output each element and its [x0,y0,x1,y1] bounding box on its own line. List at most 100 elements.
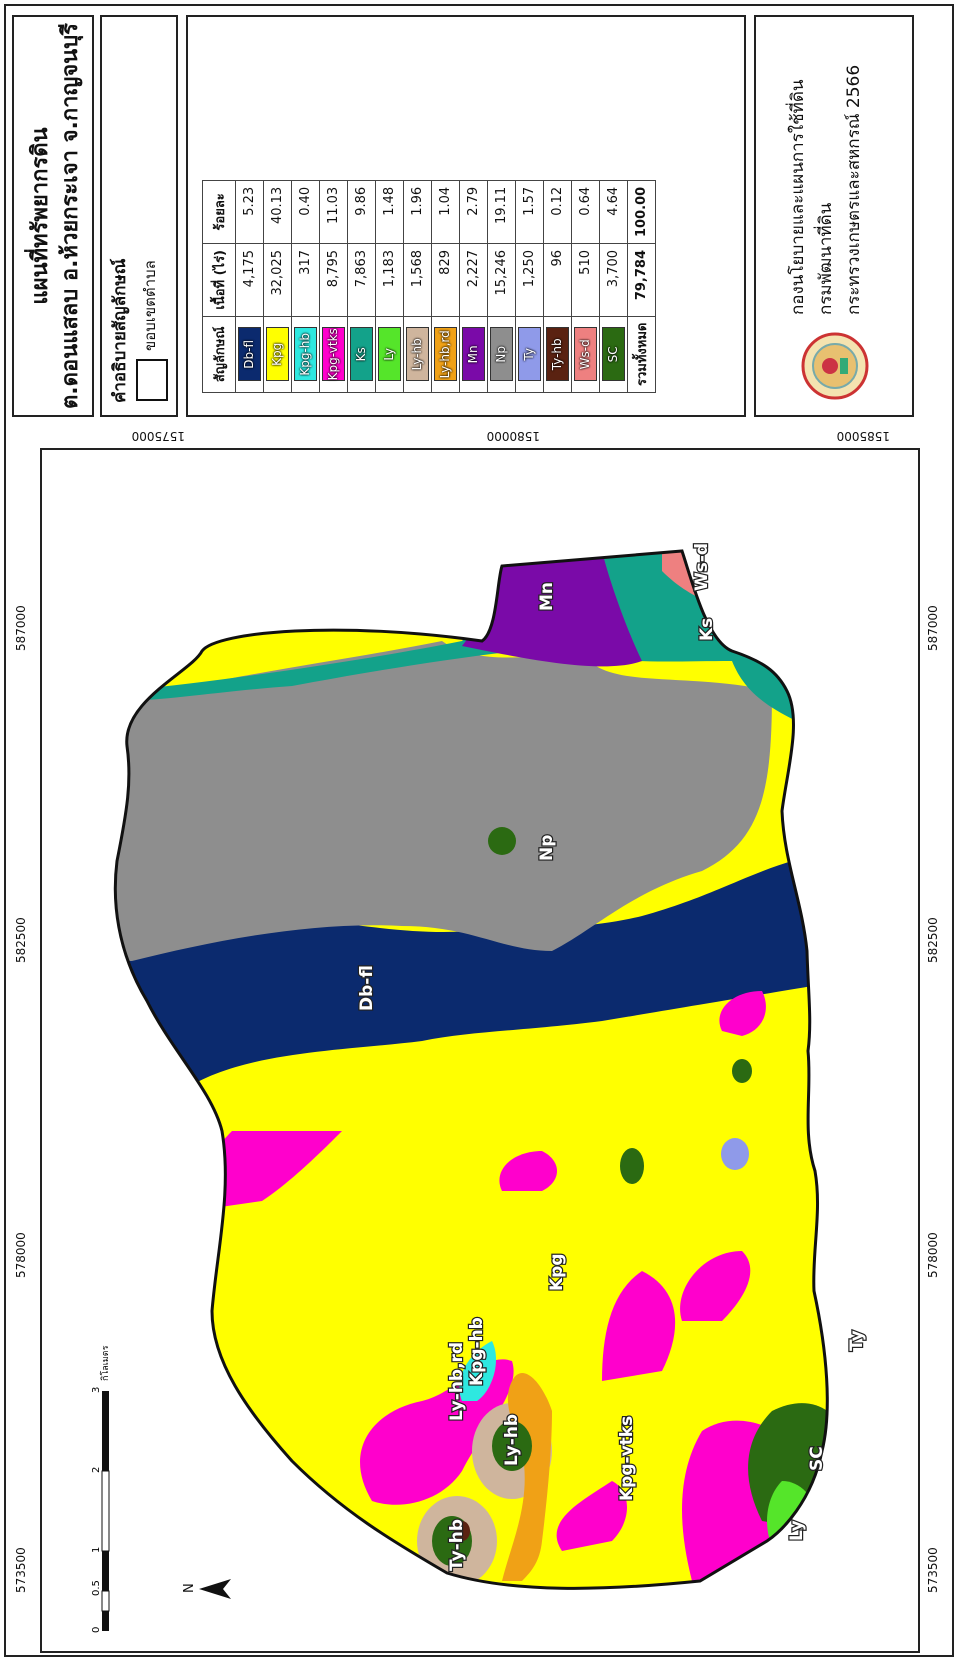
region-db-fl [115,851,828,1091]
coord-bottom-3: 582500 [926,917,940,963]
legend-symbol-cell: Np [487,316,516,393]
legend-swatch: Ly-hb,rd [434,327,457,382]
map-label-ws-d: Ws-d [692,543,712,591]
svg-text:กิโลเมตร: กิโลเมตร [100,1345,111,1381]
col-area: เนื้อที่ (ไร่) [202,243,236,317]
svg-text:1: 1 [91,1547,102,1553]
region-mn [462,551,642,667]
region-kpg-vtks-5 [602,1271,676,1381]
legend-swatch: Kpg-vtks [322,327,345,382]
legend-swatch: Np [490,327,513,382]
agency-seal-icon [801,332,869,400]
legend-row: Mn 2,227 2.79 [459,180,488,393]
legend-swatch: SC [602,327,625,382]
region-kpg-hb [459,1341,496,1401]
legend-area: 510 [571,243,600,317]
legend-row: Kpg 32,025 40.13 [263,180,292,393]
agency-line-2: กรมพัฒนาที่ดิน [816,202,836,315]
legend-area: 4,175 [235,243,264,317]
title-box: แผนที่ทรัพยากรดิน ต.ดอนแสลบ อ.ห้วยกระเจา… [12,15,94,417]
legend-symbol-cell: Mn [459,316,488,393]
legend-table: สัญลักษณ์ เนื้อที่ (ไร่) ร้อยละ Db-fl 4,1… [202,180,656,393]
coord-top-3: 582500 [14,917,28,963]
legend-swatch: Kpg [266,327,289,382]
coord-top-2: 578000 [14,1232,28,1278]
region-sc-7 [732,1059,752,1083]
map-label-ly-hb-rd: Ly-hb,rd [447,1342,467,1421]
legend-symbol-cell: Ly-hb [403,316,432,393]
svg-text:2: 2 [91,1467,102,1473]
map-label-ks: Ks [697,618,717,641]
legend-area: 1,250 [515,243,544,317]
legend-pct: 0.40 [291,180,320,244]
legend-area: 1,183 [375,243,404,317]
legend-symbol-cell: Kpg-vtks [319,316,348,393]
legend-area: 1,568 [403,243,432,317]
svg-text:3: 3 [91,1387,102,1393]
coord-side-3: 1575000 [131,429,185,443]
region-kpg-vtks-7 [499,1151,557,1191]
coord-side-1: 1585000 [836,429,890,443]
region-ty-small [721,1138,749,1170]
legend-symbol-cell: Ly [375,316,404,393]
legend-area: 7,863 [347,243,376,317]
legend-area: 96 [543,243,572,317]
region-kpg-vtks-3 [556,1481,627,1551]
legend-table-body: Db-fl 4,175 5.23 Kpg 32,025 40.13 Kpg-hb 317 0.4… [235,180,656,393]
col-pct: ร้อยละ [202,180,236,244]
boundary-label: ขอบเขตตำบล [141,260,159,351]
map-label-kpg-hb: Kpg-hb [467,1317,487,1386]
legend-box: คำอธิบายสัญลักษณ์ ขอบเขตตำบล [100,15,178,417]
agency-line-3: กระทรวงเกษตรและสหกรณ์ 2566 [844,64,864,315]
agency-box: กองนโยบายและแผนการใช้ที่ดิน กรมพัฒนาที่ด… [754,15,914,417]
legend-row: Kpg-vtks 8,795 11.03 [319,180,348,393]
legend-pct: 2.79 [459,180,488,244]
legend-swatch: Kpg-hb [294,327,317,382]
map-label-ty: Ty [847,1330,867,1351]
legend-swatch: Ly-hb [406,327,429,382]
legend-total-area: 79,784 [627,243,656,317]
region-sc-5 [488,827,516,855]
legend-pct: 0.64 [571,180,600,244]
legend-row: Ks 7,863 9.86 [347,180,376,393]
legend-row: Ly 1,183 1.48 [375,180,404,393]
legend-symbol-cell: Ly-hb,rd [431,316,460,393]
map-label-kpg: Kpg [547,1253,567,1291]
map-label-mn: Mn [537,582,557,611]
legend-total-row: รวมทั้งหมด 79,784 100.00 [627,180,656,393]
legend-area: 8,795 [319,243,348,317]
legend-swatch: Ly [378,327,401,382]
legend-area: 317 [291,243,320,317]
legend-symbol-cell: SC [599,316,628,393]
map-label-ly: Ly [787,1520,807,1541]
svg-text:N: N [182,1583,197,1593]
region-kpg-vtks-4 [192,1131,342,1211]
coord-bottom-4: 587000 [926,605,940,651]
region-sc-6 [620,1148,644,1184]
legend-pct: 4.64 [599,180,628,244]
legend-swatch: Db-fl [238,327,261,382]
legend-swatch: Ws-d [574,327,597,382]
legend-table-box: สัญลักษณ์ เนื้อที่ (ไร่) ร้อยละ Db-fl 4,1… [186,15,746,417]
region-kpg-vtks-6 [680,1251,751,1321]
legend-swatch: Mn [462,327,485,382]
legend-total-label: รวมทั้งหมด [627,316,656,393]
legend-pct: 1.96 [403,180,432,244]
legend-swatch: Ty [518,327,541,382]
svg-text:0.5: 0.5 [91,1580,102,1596]
legend-row: Ly-hb,rd 829 1.04 [431,180,460,393]
legend-symbol-cell: Ks [347,316,376,393]
map-label-sc: SC [807,1446,827,1471]
coord-bottom-1: 573500 [926,1547,940,1593]
map-frame: Kpg Db-fl Np Ks Ws-d Mn Ty SC Ly Ly-hb K… [40,448,920,1653]
legend-symbol-cell: Ws-d [571,316,600,393]
legend-symbol-cell: Ty [515,316,544,393]
agency-line-1: กองนโยบายและแผนการใช้ที่ดิน [788,79,808,315]
region-ty-hb [454,1521,470,1541]
legend-row: SC 3,700 4.64 [599,180,628,393]
legend-pct: 1.48 [375,180,404,244]
map-label-ty-hb: Ty-hb [447,1519,467,1571]
scale-bar: 0 0.5 1 2 3 กิโลเมตร [91,1345,111,1633]
legend-pct: 9.86 [347,180,376,244]
